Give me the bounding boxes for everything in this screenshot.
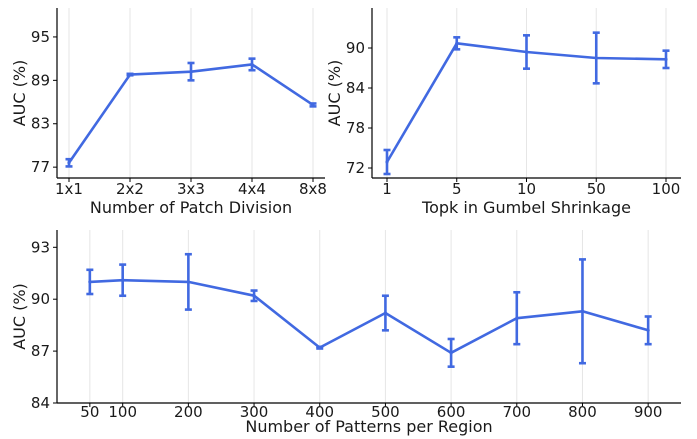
x-tick-label: 50 — [80, 403, 99, 421]
y-tick-label: 84 — [346, 79, 365, 97]
x-tick-label: 1x1 — [55, 180, 83, 198]
y-tick-label: 90 — [346, 39, 365, 57]
x-tick-label: 400 — [305, 403, 334, 421]
y-tick-label: 77 — [31, 158, 50, 176]
y-axis-label: AUC (%) — [325, 60, 344, 127]
x-axis-label: Topk in Gumbel Shrinkage — [421, 198, 631, 217]
data-point — [524, 50, 529, 54]
x-axis-label: Number of Patch Division — [90, 198, 292, 217]
data-point — [189, 70, 193, 74]
chart-patch-division: 1x1 2x2 3x3 4x4 8x8 77 83 89 95 Number of Patch D… — [10, 8, 327, 217]
x-tick-label: 500 — [371, 403, 400, 421]
data-point — [449, 351, 453, 355]
data-point — [252, 294, 256, 298]
x-tick-label: 100 — [108, 403, 137, 421]
data-point — [67, 161, 71, 165]
x-tick-label: 900 — [634, 403, 663, 421]
data-point — [311, 103, 315, 107]
data-point — [121, 278, 125, 282]
data-point — [250, 62, 254, 67]
x-tick-label: 800 — [568, 403, 597, 421]
x-axis-label: Number of Patterns per Region — [245, 417, 492, 436]
chart-topk-gumbel: 1 5 10 50 100 72 78 84 90 Topk in Gumbel Shrinkag… — [325, 8, 681, 217]
data-point — [385, 160, 389, 164]
x-tick-label: 300 — [240, 403, 269, 421]
x-tick-label: 3x3 — [177, 180, 205, 198]
y-tick-label: 90 — [31, 290, 50, 308]
y-axis-label: AUC (%) — [10, 60, 29, 127]
x-tick-label: 100 — [652, 180, 681, 198]
y-tick-label: 89 — [31, 71, 50, 89]
data-point — [186, 280, 190, 284]
data-point — [128, 72, 132, 77]
data-point — [580, 309, 585, 313]
x-tick-label: 4x4 — [238, 180, 266, 198]
data-point — [515, 316, 519, 320]
series-line — [89, 278, 649, 355]
y-tick-label: 87 — [31, 342, 50, 360]
x-tick-label: 8x8 — [299, 180, 327, 198]
x-tick-label: 2x2 — [116, 180, 144, 198]
x-tick-label: 1 — [382, 180, 392, 198]
y-tick-label: 95 — [31, 28, 50, 46]
data-point — [646, 328, 650, 332]
data-point — [664, 57, 668, 61]
data-point — [594, 56, 598, 60]
x-tick-label: 600 — [437, 403, 466, 421]
y-tick-label: 84 — [31, 394, 50, 412]
x-tick-label: 200 — [174, 403, 203, 421]
y-tick-label: 93 — [31, 238, 50, 256]
y-tick-label: 72 — [346, 159, 365, 177]
data-point — [88, 280, 92, 284]
y-tick-label: 83 — [31, 115, 50, 133]
data-point — [318, 346, 322, 350]
y-tick-label: 78 — [346, 119, 365, 137]
x-tick-label: 50 — [587, 180, 606, 198]
x-tick-label: 5 — [452, 180, 462, 198]
y-axis-label: AUC (%) — [10, 283, 29, 350]
data-point — [455, 41, 459, 45]
chart-patterns-per-region: 50 100 200 300 400 500 600 700 800 900 84 87 90 93 Num… — [10, 230, 681, 436]
x-tick-label: 700 — [502, 403, 531, 421]
x-tick-label: 10 — [517, 180, 536, 198]
data-point — [383, 311, 388, 315]
